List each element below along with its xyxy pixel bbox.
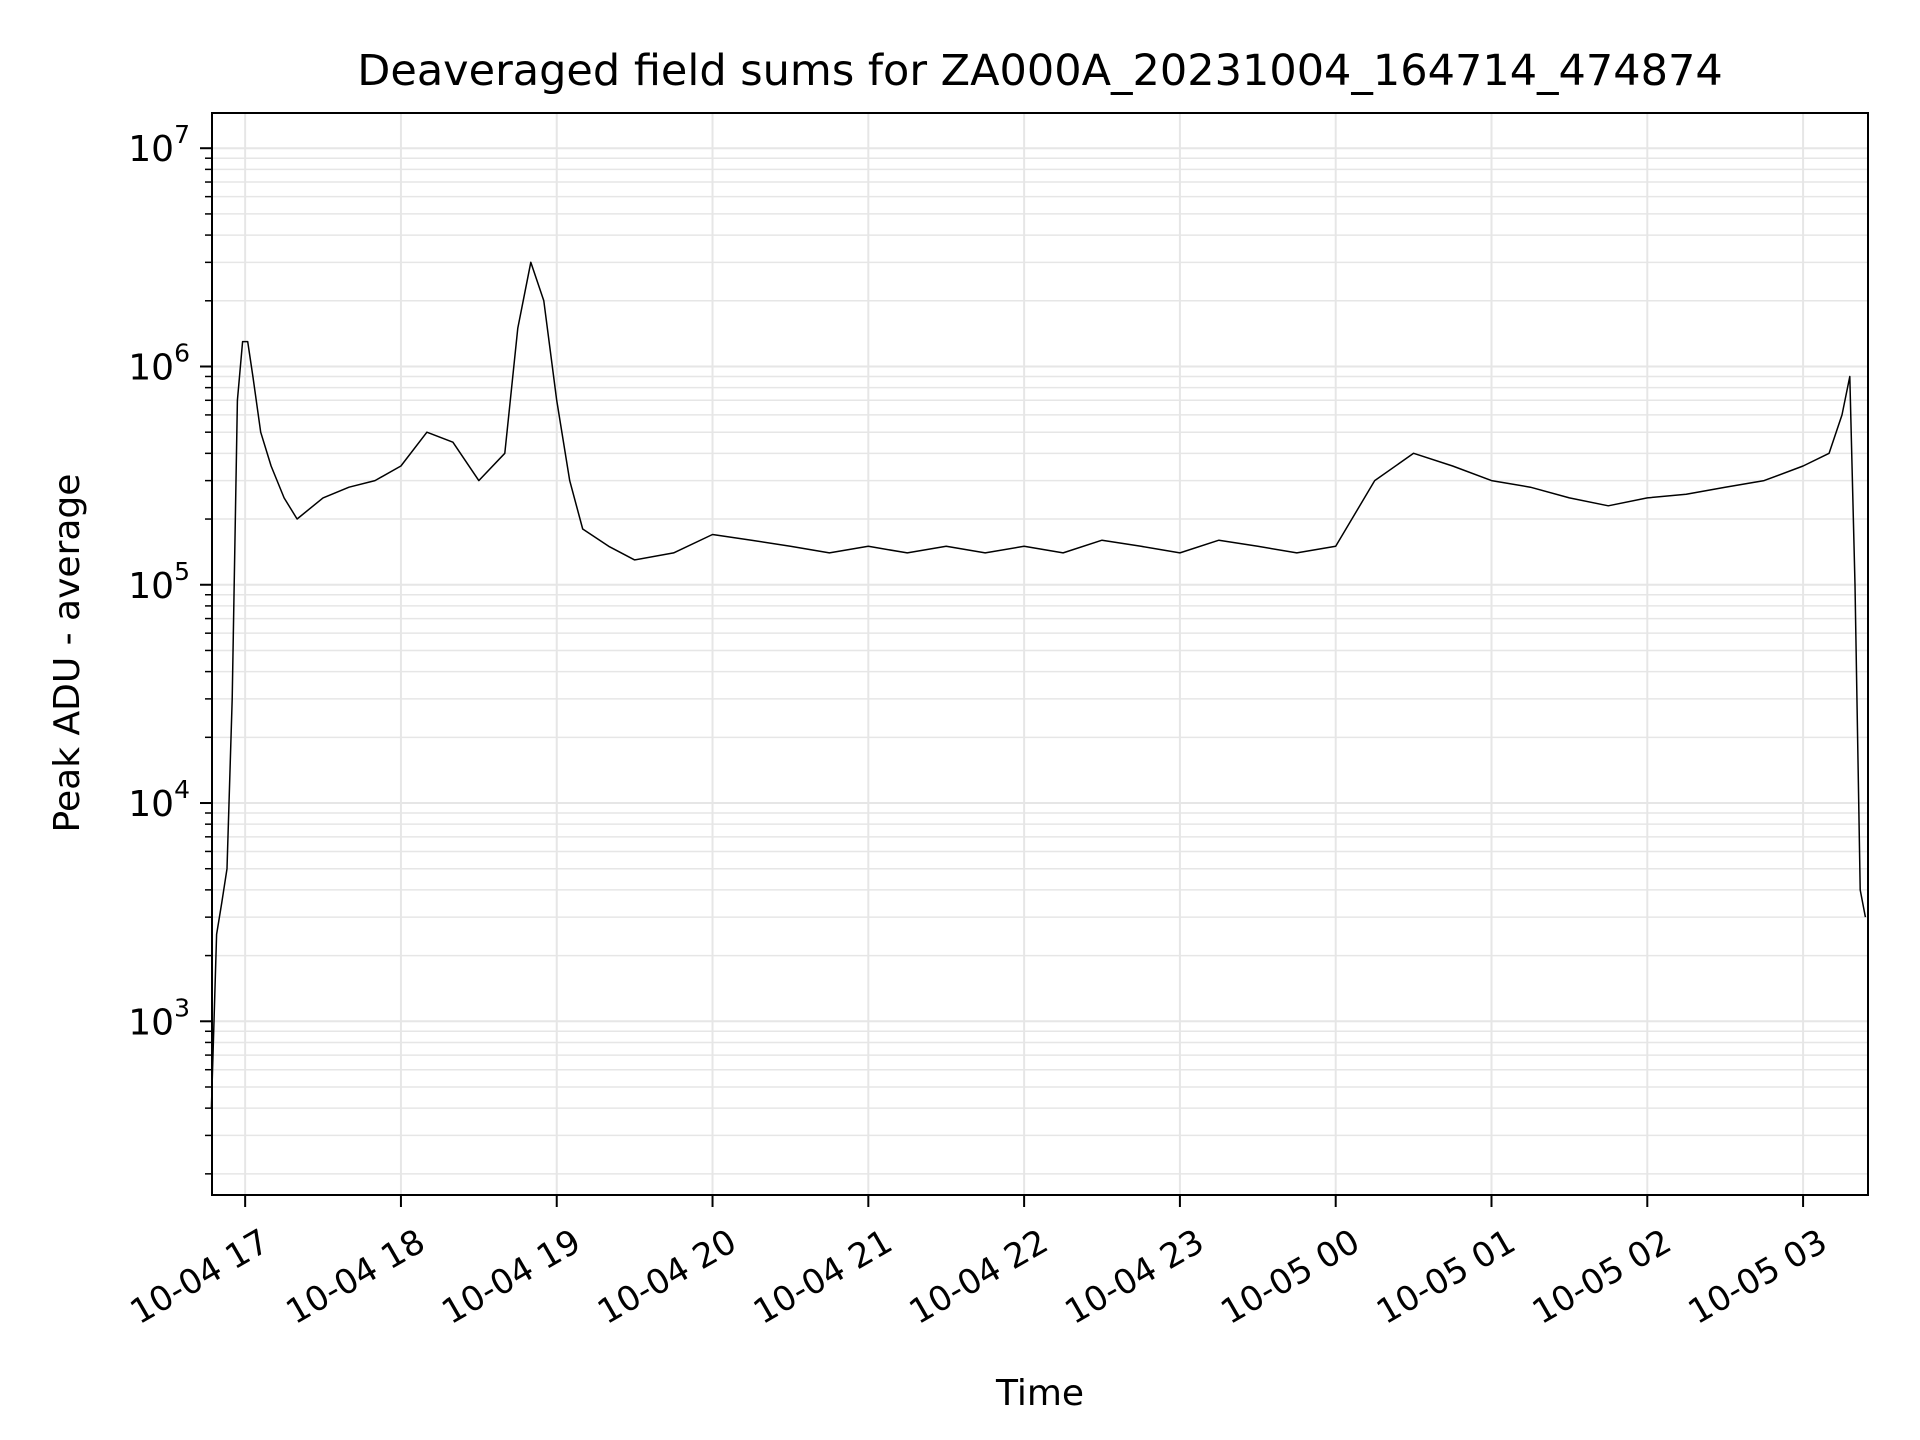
y-axis-label: Peak ADU - average xyxy=(47,474,88,833)
y-tick-label: 103 xyxy=(128,993,190,1043)
chart-title: Deaveraged field sums for ZA000A_2023100… xyxy=(357,46,1722,96)
plot-frame xyxy=(211,112,1869,1196)
y-tick-label: 106 xyxy=(128,338,190,388)
y-tick-label: 105 xyxy=(128,557,190,607)
series-line xyxy=(210,261,1867,1109)
x-axis-label: Time xyxy=(995,1373,1084,1414)
y-tick-label: 107 xyxy=(128,120,190,170)
y-tick-label: 104 xyxy=(128,775,190,825)
